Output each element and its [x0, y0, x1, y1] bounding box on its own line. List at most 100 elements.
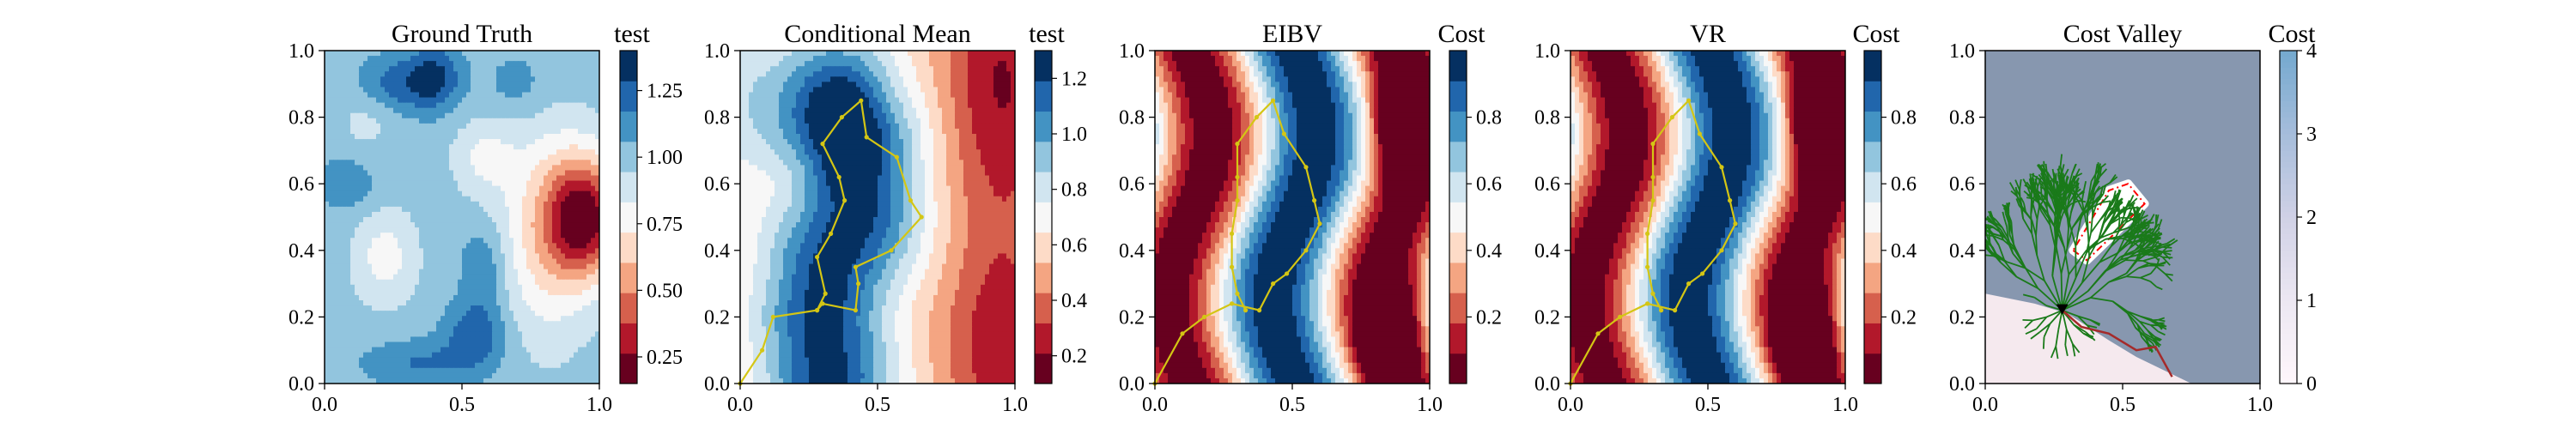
- heatmap-cell: [539, 51, 544, 57]
- heatmap-cell: [393, 289, 398, 296]
- heatmap-cell: [817, 107, 823, 114]
- heatmap-cell: [453, 185, 459, 192]
- heatmap-cell: [462, 311, 467, 317]
- heatmap-cell: [779, 61, 784, 67]
- heatmap-cell: [350, 263, 355, 270]
- heatmap-cell: [544, 233, 549, 239]
- heatmap-cell: [432, 362, 437, 369]
- heatmap-cell: [325, 233, 330, 239]
- heatmap-cell: [968, 76, 973, 82]
- heatmap-cell: [496, 180, 501, 187]
- heatmap-cell: [475, 352, 480, 359]
- heatmap-cell: [337, 201, 343, 208]
- heatmap-cell: [359, 123, 364, 130]
- heatmap-cell: [436, 222, 441, 228]
- heatmap-cell: [595, 102, 599, 109]
- heatmap-cell: [389, 279, 394, 286]
- heatmap-cell: [509, 165, 514, 172]
- heatmap-cell: [899, 107, 904, 114]
- heatmap-cell: [475, 347, 480, 353]
- heatmap-cell: [415, 274, 420, 281]
- heatmap-cell: [329, 248, 334, 255]
- heatmap-cell: [488, 107, 493, 114]
- heatmap-cell: [1006, 97, 1012, 104]
- heatmap-cell: [350, 92, 355, 99]
- heatmap-cell: [505, 185, 510, 192]
- heatmap-cell: [398, 372, 403, 379]
- heatmap-cell: [522, 294, 527, 301]
- heatmap-cell: [535, 180, 540, 187]
- heatmap-cell: [333, 118, 338, 124]
- heatmap-cell: [1011, 51, 1015, 57]
- heatmap-cell: [501, 347, 506, 353]
- heatmap-cell: [350, 71, 355, 77]
- heatmap-cell: [809, 97, 814, 104]
- heatmap-cell: [753, 107, 758, 114]
- heatmap-cell: [440, 347, 446, 353]
- heatmap-cell: [466, 269, 471, 275]
- heatmap-cell: [419, 61, 424, 67]
- heatmap-cell: [569, 217, 574, 223]
- heatmap-cell: [509, 201, 514, 208]
- heatmap-cell: [445, 87, 450, 94]
- heatmap-cell: [423, 378, 428, 384]
- heatmap-cell: [591, 362, 596, 369]
- heatmap-cell: [505, 201, 510, 208]
- heatmap-cell: [432, 123, 437, 130]
- heatmap-cell: [505, 284, 510, 291]
- heatmap-cell: [458, 253, 463, 260]
- heatmap-cell: [578, 233, 583, 239]
- heatmap-cell: [501, 206, 506, 213]
- heatmap-cell: [582, 248, 587, 255]
- heatmap-cell: [522, 248, 527, 255]
- heatmap-cell: [458, 201, 463, 208]
- heatmap-cell: [449, 160, 454, 166]
- heatmap-cell: [886, 102, 891, 109]
- heatmap-cell: [355, 92, 360, 99]
- heatmap-cell: [333, 357, 338, 364]
- heatmap-cell: [415, 279, 420, 286]
- heatmap-cell: [912, 82, 917, 88]
- heatmap-cell: [471, 71, 476, 77]
- heatmap-cell: [466, 123, 471, 130]
- heatmap-cell: [389, 51, 394, 57]
- heatmap-cell: [809, 87, 814, 94]
- heatmap-cell: [800, 56, 805, 62]
- heatmap-cell: [410, 102, 416, 109]
- heatmap-cell: [539, 56, 544, 62]
- heatmap-cell: [440, 378, 446, 384]
- heatmap-cell: [398, 134, 403, 140]
- heatmap-cell: [350, 112, 355, 119]
- heatmap-cell: [539, 154, 544, 160]
- heatmap-cell: [483, 180, 489, 187]
- heatmap-cell: [453, 61, 459, 67]
- heatmap-cell: [591, 206, 596, 213]
- heatmap-cell: [586, 248, 592, 255]
- heatmap-cell: [569, 87, 574, 94]
- heatmap-cell: [848, 112, 853, 119]
- heatmap-cell: [805, 51, 810, 57]
- heatmap-cell: [496, 336, 501, 343]
- heatmap-cell: [458, 92, 463, 99]
- heatmap-cell: [744, 118, 750, 124]
- heatmap-cell: [475, 154, 480, 160]
- heatmap-cell: [346, 211, 351, 218]
- heatmap-cell: [368, 300, 373, 306]
- heatmap-cell: [518, 227, 523, 233]
- heatmap-cell: [920, 82, 926, 88]
- heatmap-cell: [835, 107, 840, 114]
- heatmap-cell: [368, 341, 373, 348]
- heatmap-cell: [380, 87, 386, 94]
- heatmap-cell: [410, 66, 416, 72]
- heatmap-cell: [389, 316, 394, 322]
- heatmap-cell: [531, 185, 536, 192]
- heatmap-cell: [393, 300, 398, 306]
- heatmap-cell: [839, 71, 844, 77]
- heatmap-cell: [569, 144, 574, 150]
- heatmap-cell: [488, 331, 493, 338]
- heatmap-cell: [458, 97, 463, 104]
- heatmap-cell: [1011, 87, 1015, 94]
- heatmap-cell: [440, 71, 446, 77]
- heatmap-cell: [402, 341, 407, 348]
- heatmap-cell: [359, 92, 364, 99]
